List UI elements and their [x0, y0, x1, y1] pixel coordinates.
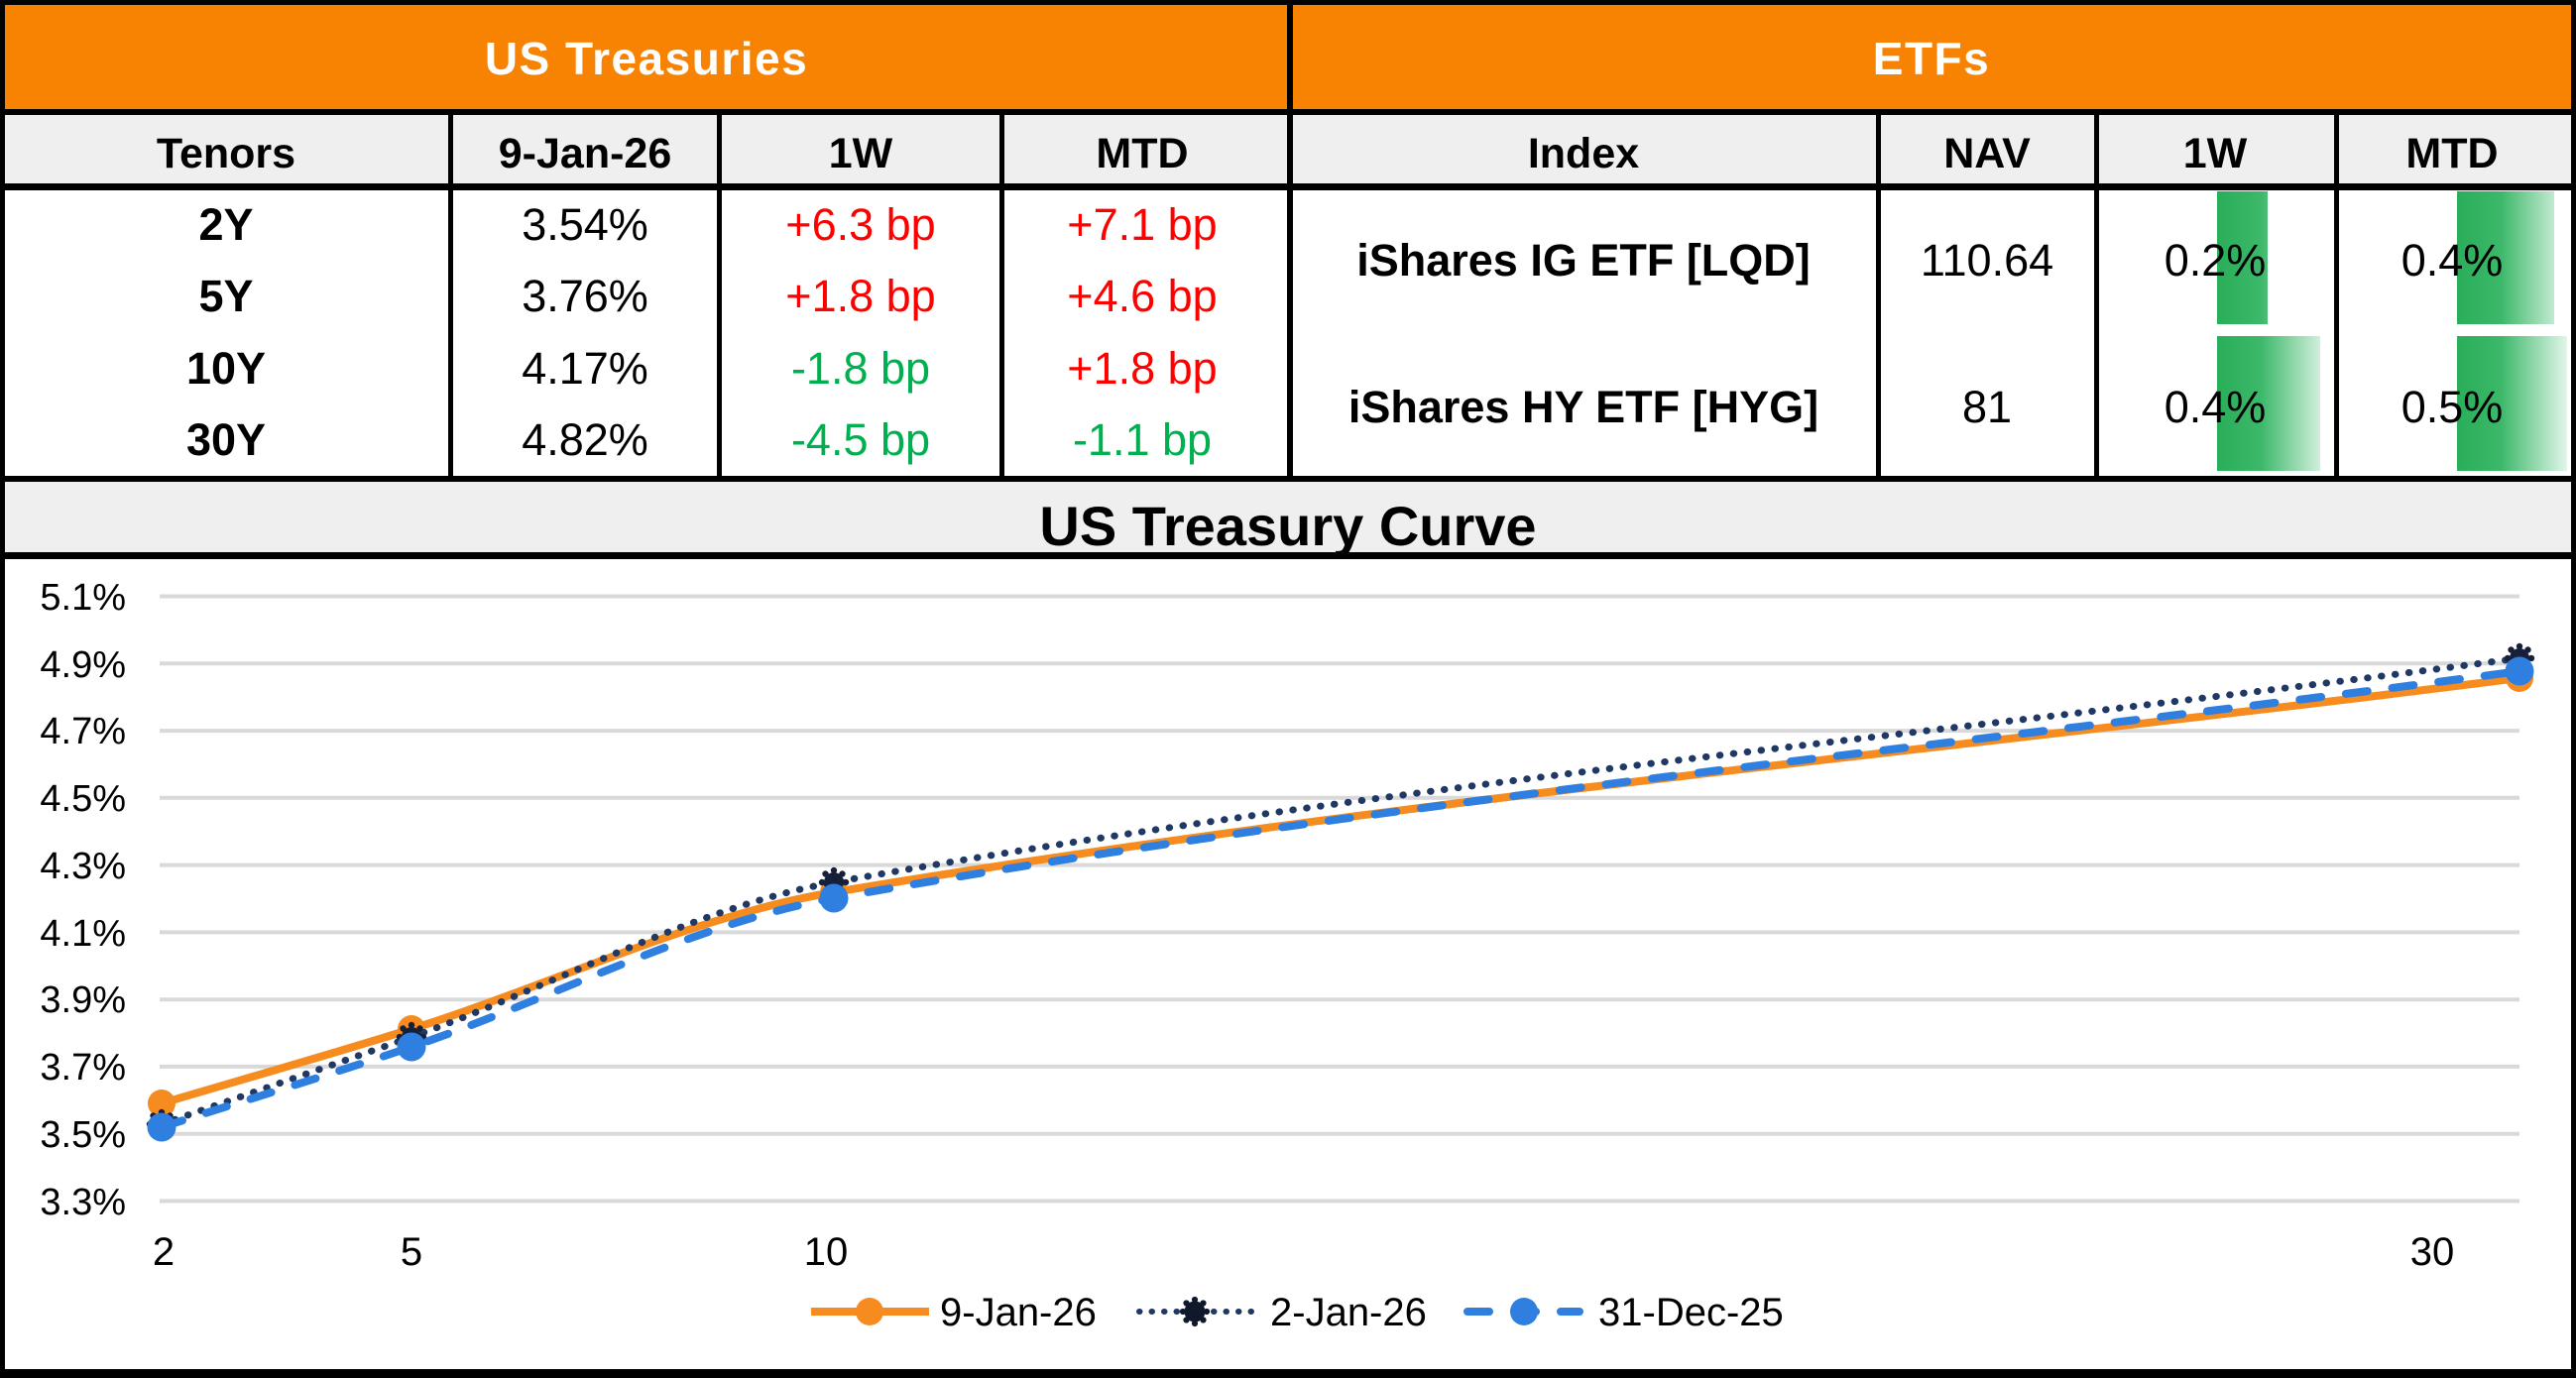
svg-text:4.7%: 4.7% — [40, 711, 126, 752]
svg-text:2Y: 2Y — [198, 199, 253, 250]
svg-text:2-Jan-26: 2-Jan-26 — [1270, 1291, 1427, 1334]
svg-text:MTD: MTD — [1096, 130, 1188, 177]
svg-text:4.1%: 4.1% — [40, 913, 126, 955]
svg-text:NAV: NAV — [1943, 130, 2031, 177]
svg-text:Tenors: Tenors — [157, 130, 295, 177]
svg-text:0.4%: 0.4% — [2165, 382, 2267, 432]
svg-text:+1.8 bp: +1.8 bp — [785, 271, 935, 321]
svg-text:0.5%: 0.5% — [2401, 382, 2504, 432]
svg-text:MTD: MTD — [2405, 130, 2498, 177]
svg-text:-4.5 bp: -4.5 bp — [791, 414, 930, 465]
svg-text:4.3%: 4.3% — [40, 846, 126, 887]
svg-text:Index: Index — [1528, 130, 1639, 177]
svg-text:10Y: 10Y — [186, 343, 266, 394]
svg-text:2: 2 — [153, 1230, 175, 1274]
svg-text:+1.8 bp: +1.8 bp — [1067, 343, 1217, 394]
svg-text:5.1%: 5.1% — [40, 577, 126, 619]
svg-text:+4.6 bp: +4.6 bp — [1067, 271, 1217, 321]
svg-text:4.17%: 4.17% — [522, 343, 648, 394]
svg-text:-1.1 bp: -1.1 bp — [1073, 414, 1212, 465]
svg-text:iShares HY ETF [HYG]: iShares HY ETF [HYG] — [1348, 382, 1818, 432]
svg-text:30: 30 — [2410, 1230, 2455, 1274]
svg-text:US Treasury Curve: US Treasury Curve — [1039, 495, 1536, 557]
svg-text:5: 5 — [401, 1230, 422, 1274]
svg-text:110.64: 110.64 — [1921, 235, 2053, 286]
svg-text:5Y: 5Y — [198, 271, 253, 321]
svg-text:30Y: 30Y — [186, 414, 266, 465]
svg-text:0.4%: 0.4% — [2401, 235, 2504, 286]
svg-text:+7.1 bp: +7.1 bp — [1067, 199, 1217, 250]
svg-text:+6.3 bp: +6.3 bp — [785, 199, 935, 250]
svg-text:10: 10 — [804, 1230, 849, 1274]
svg-text:3.5%: 3.5% — [40, 1114, 126, 1156]
svg-text:3.54%: 3.54% — [522, 199, 648, 250]
svg-text:4.5%: 4.5% — [40, 778, 126, 820]
svg-text:3.76%: 3.76% — [522, 271, 648, 321]
svg-text:9-Jan-26: 9-Jan-26 — [940, 1291, 1097, 1334]
svg-text:3.9%: 3.9% — [40, 979, 126, 1021]
svg-text:iShares IG ETF [LQD]: iShares IG ETF [LQD] — [1356, 235, 1811, 286]
svg-text:31-Dec-25: 31-Dec-25 — [1598, 1291, 1784, 1334]
svg-text:-1.8 bp: -1.8 bp — [791, 343, 930, 394]
svg-text:4.9%: 4.9% — [40, 644, 126, 686]
svg-text:9-Jan-26: 9-Jan-26 — [499, 130, 671, 177]
svg-text:1W: 1W — [2183, 130, 2248, 177]
svg-text:3.7%: 3.7% — [40, 1047, 126, 1089]
svg-text:1W: 1W — [829, 130, 893, 177]
svg-text:US Treasuries: US Treasuries — [485, 33, 808, 84]
svg-text:81: 81 — [1962, 382, 2012, 432]
svg-text:ETFs: ETFs — [1873, 33, 1990, 84]
svg-text:3.3%: 3.3% — [40, 1182, 126, 1223]
svg-text:4.82%: 4.82% — [522, 414, 648, 465]
svg-text:0.2%: 0.2% — [2165, 235, 2267, 286]
